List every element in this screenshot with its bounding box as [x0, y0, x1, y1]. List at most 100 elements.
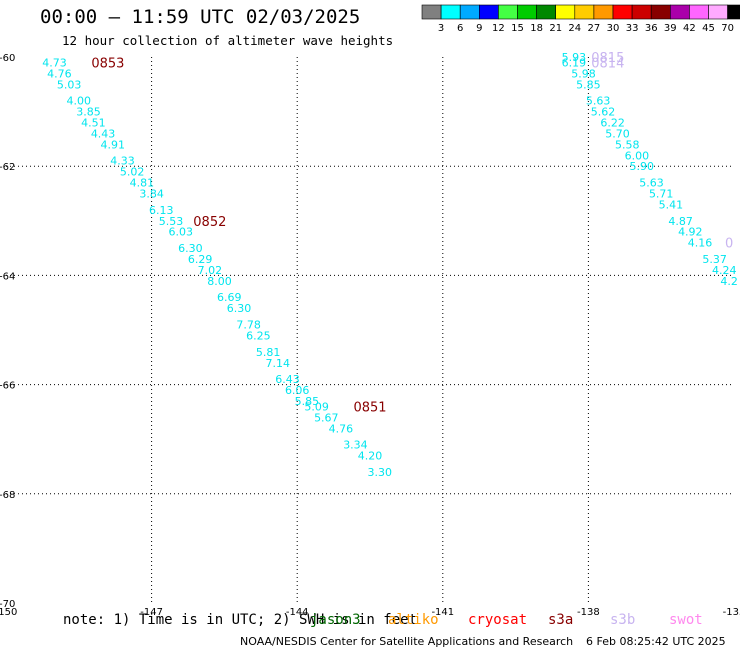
x-tick-label: -138	[577, 607, 600, 618]
swh-value-label: 6.19	[562, 56, 587, 69]
y-tick-label: -62	[0, 162, 15, 173]
swh-value-label: 5.41	[659, 198, 684, 211]
swh-value-label: 5.62	[591, 106, 616, 119]
pass-time-label: 0	[725, 237, 733, 252]
swh-value-label: 4.20	[358, 450, 383, 463]
colorbar-tick-label: 12	[492, 23, 505, 34]
chart-title: 00:00 – 11:59 UTC 02/03/2025	[40, 6, 361, 28]
satellite-legend-item: jason3	[310, 612, 361, 628]
swh-value-label: 5.37	[702, 253, 727, 266]
swh-value-label: 4.00	[67, 95, 92, 108]
pass-time-label: 0815	[591, 51, 624, 66]
swh-value-label: 5.58	[615, 138, 640, 151]
swh-value-label: 6.30	[227, 302, 252, 315]
swh-value-label: 8.00	[207, 275, 232, 288]
swh-value-label: 5.09	[304, 400, 329, 413]
colorbar-tick-label: 42	[683, 23, 696, 34]
y-tick-label: -66	[0, 381, 15, 392]
swh-value-label: 6.69	[217, 291, 242, 304]
swh-value-label: 5.85	[576, 78, 601, 91]
colorbar-tick-label: 15	[511, 23, 524, 34]
swh-value-label: 5.85	[295, 395, 320, 408]
swh-value-label: 5.98	[571, 67, 596, 80]
footer-timestamp: 6 Feb 08:25:42 UTC 2025	[586, 635, 726, 648]
satellite-legend-item: s3a	[548, 612, 574, 628]
swh-value-label: 5.81	[256, 346, 281, 359]
x-tick-label: -144	[286, 607, 309, 618]
x-tick-label: -147	[140, 607, 163, 618]
swh-value-label: 4.73	[42, 56, 67, 69]
swh-value-label: 3.30	[367, 466, 392, 479]
swh-value-label: 5.02	[120, 166, 145, 179]
colorbar-tick-label: 30	[607, 23, 620, 34]
colorbar-tick-label: 18	[530, 23, 543, 34]
swh-value-label: 4.24	[712, 264, 737, 277]
swh-value-label: 5.90	[630, 160, 655, 173]
chart-subtitle: 12 hour collection of altimeter wave hei…	[62, 33, 394, 48]
swh-value-label: 5.67	[314, 411, 339, 424]
swh-value-label: 5.70	[605, 127, 630, 140]
swh-value-label: 3.34	[343, 439, 368, 452]
swh-value-label: 4.76	[47, 67, 72, 80]
colorbar-swatch	[727, 4, 740, 20]
swh-value-label: 5.63	[639, 177, 664, 190]
y-tick-label: -68	[0, 490, 15, 501]
swh-value-label: 4.43	[91, 127, 116, 140]
satellite-legend-item: cryosat	[468, 612, 528, 628]
satellite-legend-item: altiko	[388, 612, 439, 628]
swh-value-label: 5.03	[57, 78, 82, 91]
swh-value-label: 5.53	[159, 215, 184, 228]
swh-value-label: 4.76	[329, 422, 354, 435]
swh-value-label: 6.30	[178, 242, 203, 255]
x-tick-label: -141	[431, 607, 454, 618]
x-tick-label: -135	[723, 607, 740, 618]
y-tick-label: -70	[0, 599, 15, 610]
swh-value-label: 4.16	[688, 237, 713, 250]
y-tick-label: -64	[0, 271, 15, 282]
colorbar-tick-label: 33	[626, 23, 639, 34]
swh-value-label: 4.33	[110, 155, 135, 168]
swh-value-label: 6.43	[275, 373, 300, 386]
swh-value-label: 3.85	[76, 106, 101, 119]
pass-time-label: 0851	[353, 400, 386, 415]
swh-value-label: 6.29	[188, 253, 213, 266]
colorbar-tick-label: 24	[568, 23, 581, 34]
footer-credit: NOAA/NESDIS Center for Satellite Applica…	[240, 635, 574, 648]
swh-value-label: 4.81	[130, 177, 155, 190]
y-tick-label: -60	[0, 53, 15, 64]
colorbar-tick-label: 3	[438, 23, 444, 34]
swh-value-label: 3.84	[139, 188, 164, 201]
swh-value-label: 4.2	[720, 275, 738, 288]
swh-value-label: 7.02	[198, 264, 223, 277]
satellite-legend-item: s3b	[610, 612, 636, 628]
pass-time-label: 0852	[193, 215, 226, 230]
swh-value-label: 6.00	[625, 149, 650, 162]
note-text: note: 1) Time is in UTC; 2) SWH is in fe…	[63, 612, 418, 628]
swh-value-label: 5.71	[649, 188, 674, 201]
colorbar-tick-label: 39	[664, 23, 677, 34]
pass-time-label: 0853	[91, 56, 124, 71]
colorbar-tick-label: 27	[588, 23, 601, 34]
satellite-legend-item: swot	[669, 612, 703, 628]
swh-value-label: 7.78	[236, 319, 261, 332]
swh-value-label: 4.92	[678, 226, 703, 239]
swh-value-label: 6.13	[149, 204, 174, 217]
swh-value-label: 4.87	[668, 215, 693, 228]
colorbar-tick-label: 9	[476, 23, 482, 34]
swh-value-label: 6.06	[285, 384, 310, 397]
colorbar-tick-label: 45	[702, 23, 715, 34]
swh-value-label: 4.51	[81, 117, 106, 130]
swh-value-label: 5.93	[562, 51, 587, 64]
swh-value-label: 4.91	[101, 138, 126, 151]
colorbar-tick-label: 21	[549, 23, 562, 34]
x-tick-label: -150	[0, 607, 17, 618]
swh-value-label: 6.03	[168, 226, 193, 239]
colorbar-tick-label: 36	[645, 23, 658, 34]
swh-value-label: 7.14	[266, 357, 291, 370]
colorbar-tick-label: 6	[457, 23, 463, 34]
pass-time-label: 0814	[591, 56, 624, 71]
swh-value-label: 5.63	[586, 95, 611, 108]
colorbar-tick-label: 70	[721, 23, 734, 34]
